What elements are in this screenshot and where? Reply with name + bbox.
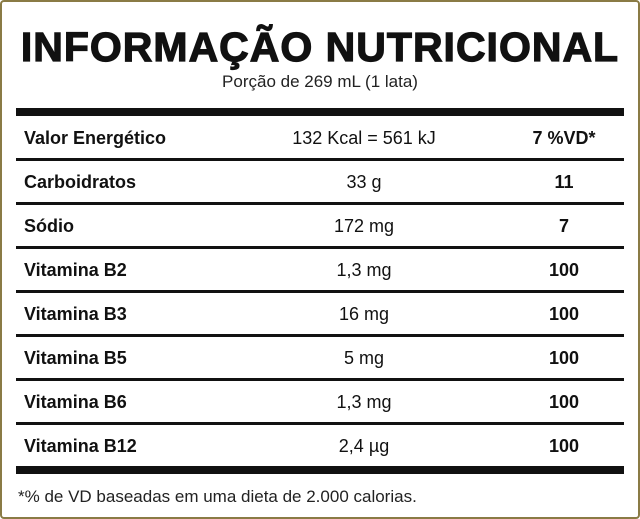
row-divider	[16, 158, 624, 161]
nutrient-name: Vitamina B2	[24, 260, 127, 280]
amount: 1,3 mg	[336, 392, 392, 412]
amount: 2,4 µg	[338, 436, 390, 456]
daily-value: 100	[548, 436, 580, 456]
nutrient-name: Vitamina B12	[24, 436, 137, 456]
daily-value: 11	[554, 172, 574, 192]
daily-value: 7	[558, 216, 569, 236]
row-divider	[16, 290, 624, 293]
divider	[16, 108, 624, 116]
row-divider	[16, 246, 624, 249]
nutrient-name: Vitamina B6	[24, 392, 127, 412]
subtitle: Porção de 269 mL (1 lata)	[222, 72, 418, 91]
row-divider	[16, 334, 624, 337]
daily-value: 100	[548, 348, 580, 368]
row-divider	[16, 202, 624, 205]
nutrient-name: Vitamina B3	[24, 304, 127, 324]
amount: 33 g	[346, 172, 382, 192]
row-divider	[16, 378, 624, 381]
nutrient-name: Carboidratos	[24, 172, 137, 192]
title: INFORMAÇÃO NUTRICIONAL	[20, 23, 620, 70]
nutrient-name: Valor Energético	[24, 128, 167, 148]
nutrient-name: Sódio	[24, 216, 74, 236]
row-divider	[16, 422, 624, 425]
daily-value: 7 %VD*	[532, 128, 596, 148]
daily-value: 100	[548, 304, 580, 324]
amount: 172 mg	[333, 216, 395, 236]
nutrient-name: Vitamina B5	[24, 348, 127, 368]
amount: 16 mg	[338, 304, 390, 324]
amount: 132 Kcal = 561 kJ	[292, 128, 436, 148]
daily-value: 100	[548, 260, 580, 280]
amount: 1,3 mg	[336, 260, 392, 280]
divider	[16, 466, 624, 474]
amount: 5 mg	[343, 348, 385, 368]
daily-value: 100	[548, 392, 580, 412]
footnote: *% de VD baseadas em uma dieta de 2.000 …	[18, 487, 417, 506]
